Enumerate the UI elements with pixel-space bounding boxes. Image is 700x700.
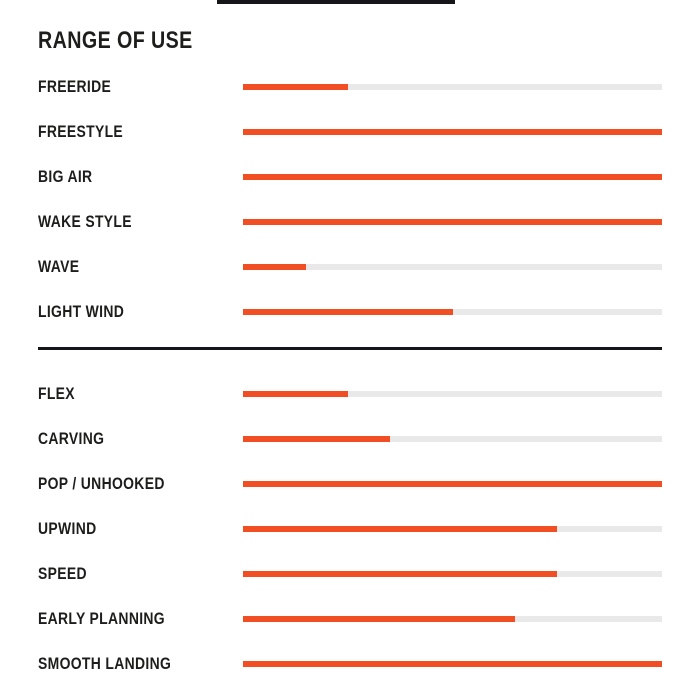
rating-bar-fill (243, 218, 662, 225)
rating-row: WAVE (38, 244, 662, 289)
rating-bar-fill (243, 83, 348, 90)
rating-label: CARVING (38, 428, 105, 448)
rating-row: LIGHT WIND (38, 289, 662, 334)
rating-row: UPWIND (38, 506, 662, 551)
rating-label: FREESTYLE (38, 121, 124, 141)
rating-group-primary: FREERIDE FREESTYLE BIG AIR WAKE STYLE WA… (38, 64, 662, 334)
rating-row: WAKE STYLE (38, 199, 662, 244)
rating-row: SPEED (38, 551, 662, 596)
rating-bar-track (243, 390, 662, 397)
rating-bar-fill (243, 128, 662, 135)
rating-row: EARLY PLANNING (38, 596, 662, 641)
rating-bar-fill (243, 263, 306, 270)
cropped-image-edge (217, 0, 455, 4)
rating-bar-track (243, 435, 662, 442)
rating-bar-fill (243, 308, 453, 315)
rating-label: BIG AIR (38, 166, 93, 186)
rating-group-secondary: FLEX CARVING POP / UNHOOKED UPWIND SPEED… (38, 371, 662, 686)
rating-bar-fill (243, 525, 558, 532)
rating-bar-fill (243, 435, 390, 442)
rating-bar-fill (243, 390, 348, 397)
rating-bar-track (243, 308, 662, 315)
rating-bar-track (243, 480, 662, 487)
rating-bar-fill (243, 615, 516, 622)
rating-row: BIG AIR (38, 154, 662, 199)
rating-label: LIGHT WIND (38, 301, 125, 321)
rating-label: WAKE STYLE (38, 211, 132, 231)
chart-content: RANGE OF USE FREERIDE FREESTYLE BIG AIR … (38, 0, 662, 686)
rating-label: SMOOTH LANDING (38, 653, 172, 673)
rating-row: FREESTYLE (38, 109, 662, 154)
rating-label: FREERIDE (38, 76, 112, 96)
rating-bar-track (243, 218, 662, 225)
rating-row: POP / UNHOOKED (38, 461, 662, 506)
rating-bar-track (243, 615, 662, 622)
rating-bar-fill (243, 570, 558, 577)
rating-row: SMOOTH LANDING (38, 641, 662, 686)
rating-bar-track (243, 83, 662, 90)
rating-bar-fill (243, 480, 662, 487)
rating-label: FLEX (38, 383, 75, 403)
rating-bar-track (243, 128, 662, 135)
rating-row: FREERIDE (38, 64, 662, 109)
rating-label: UPWIND (38, 518, 97, 538)
rating-label: WAVE (38, 256, 80, 276)
rating-row: FLEX (38, 371, 662, 416)
rating-label: POP / UNHOOKED (38, 473, 165, 493)
rating-bar-track (243, 525, 662, 532)
rating-bar-track (243, 263, 662, 270)
chart-title: RANGE OF USE (38, 27, 193, 54)
rating-row: CARVING (38, 416, 662, 461)
rating-label: EARLY PLANNING (38, 608, 165, 628)
section-divider (38, 347, 662, 350)
rating-bar-fill (243, 173, 662, 180)
rating-bar-track (243, 660, 662, 667)
rating-bar-track (243, 173, 662, 180)
rating-bar-track (243, 570, 662, 577)
rating-bar-fill (243, 660, 662, 667)
rating-label: SPEED (38, 563, 87, 583)
